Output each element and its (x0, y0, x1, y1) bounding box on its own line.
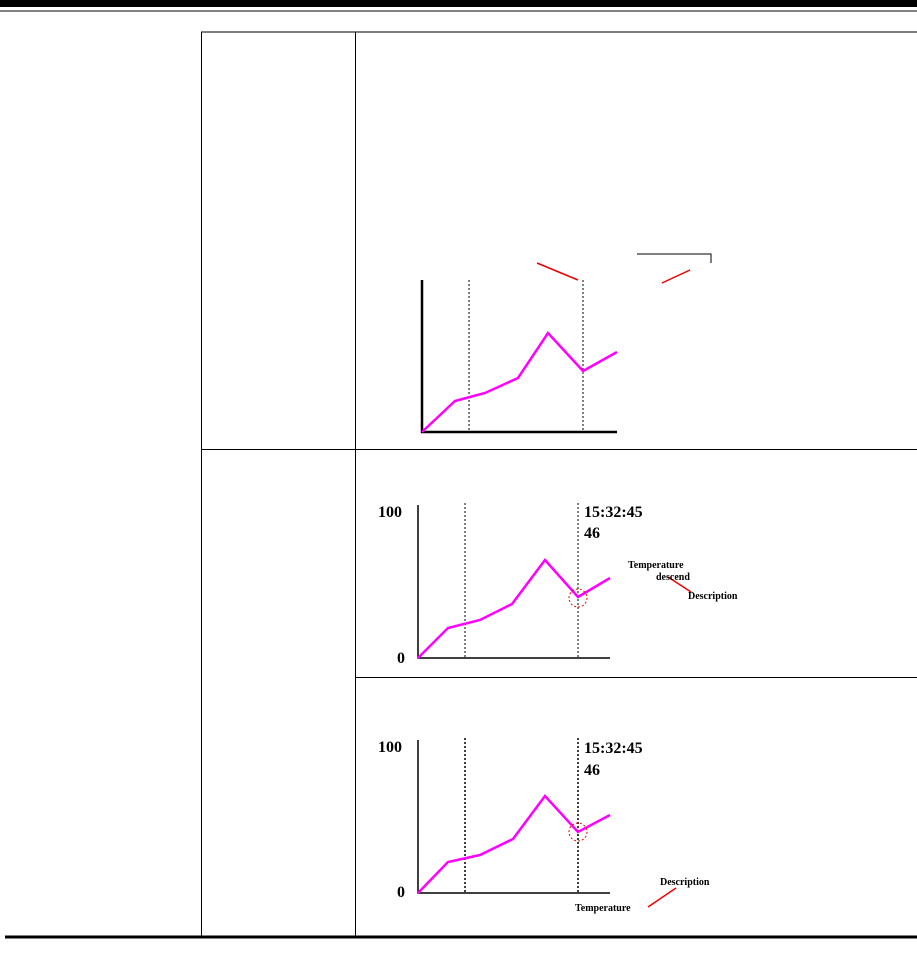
annotation: Temperature (575, 903, 631, 914)
scale-min: 0 (397, 650, 405, 667)
label: Description (660, 877, 710, 888)
time: 15:32:45 (584, 740, 643, 757)
annotation: Temperature (628, 560, 684, 571)
diagram-3: 100 0 15:32:45 46 Temperature Descriptio… (378, 738, 710, 914)
reading: 46 (584, 762, 600, 779)
scale-max: 100 (378, 504, 402, 521)
reading: 46 (584, 525, 600, 542)
time: 15:32:45 (584, 504, 643, 521)
header-rule (0, 0, 917, 7)
scale-max: 100 (378, 739, 402, 756)
table (201, 31, 917, 937)
annotation: descend (656, 572, 690, 583)
diagram-1 (420, 253, 712, 434)
label: Description (688, 591, 738, 602)
diagram-2: 100 0 15:32:45 46 Temperature descend De… (378, 503, 738, 667)
scale-min: 0 (397, 884, 405, 901)
